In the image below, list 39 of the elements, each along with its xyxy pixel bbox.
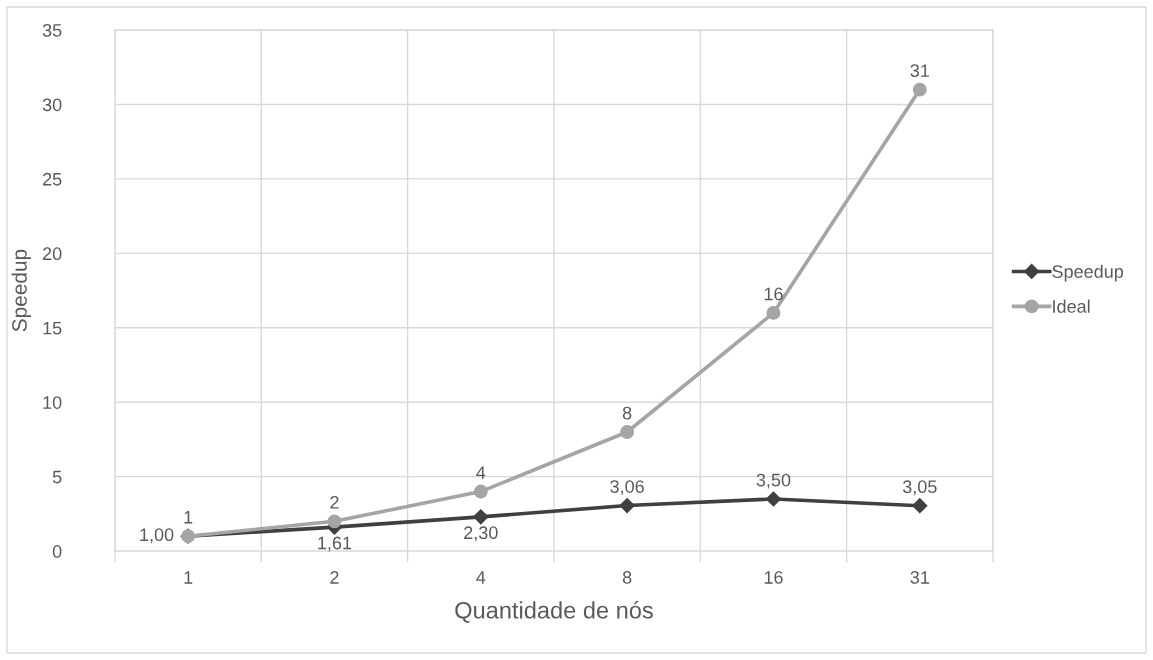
data-label: 1	[184, 511, 193, 524]
point	[765, 491, 782, 507]
y-tick-label: 5	[52, 470, 62, 484]
point	[473, 509, 489, 525]
x-tick-label: 16	[764, 571, 783, 584]
data-label: 4	[476, 466, 486, 479]
point	[327, 514, 342, 529]
point	[912, 82, 927, 97]
data-label: 16	[764, 287, 783, 301]
x-axis-title: Quantidade de nós	[455, 600, 653, 623]
data-label: 2	[330, 495, 339, 509]
y-tick-label: 30	[42, 98, 62, 112]
point	[766, 305, 781, 320]
x-tick-label: 2	[330, 571, 339, 584]
legend-label: Speedup	[1052, 264, 1124, 282]
data-label: 3,05	[902, 480, 937, 496]
y-tick-label: 35	[42, 23, 62, 37]
x-tick-label: 4	[476, 571, 486, 584]
point	[619, 497, 635, 514]
point	[473, 484, 488, 499]
x-tick-label: 1	[184, 571, 193, 584]
y-tick-label: 20	[43, 247, 62, 261]
y-tick-label: 15	[43, 321, 62, 335]
y-tick-label: 10	[43, 396, 62, 409]
legend-label: Ideal	[1053, 299, 1090, 313]
data-label: 1,61	[318, 536, 352, 552]
y-tick-label: 25	[43, 172, 62, 186]
y-axis-title: Speedup	[11, 249, 31, 332]
point	[912, 498, 928, 514]
y-tick-label: 0	[52, 545, 62, 558]
data-label: 3,06	[610, 480, 644, 496]
point	[620, 425, 635, 439]
data-label: 2,30	[464, 526, 498, 542]
data-label: 31	[910, 64, 929, 78]
x-tick-label: 8	[622, 571, 632, 584]
x-tick-label: 31	[910, 571, 929, 584]
data-label: 8	[622, 406, 632, 420]
data-label: 3,50	[756, 473, 791, 489]
data-label: 1,00	[140, 528, 174, 544]
